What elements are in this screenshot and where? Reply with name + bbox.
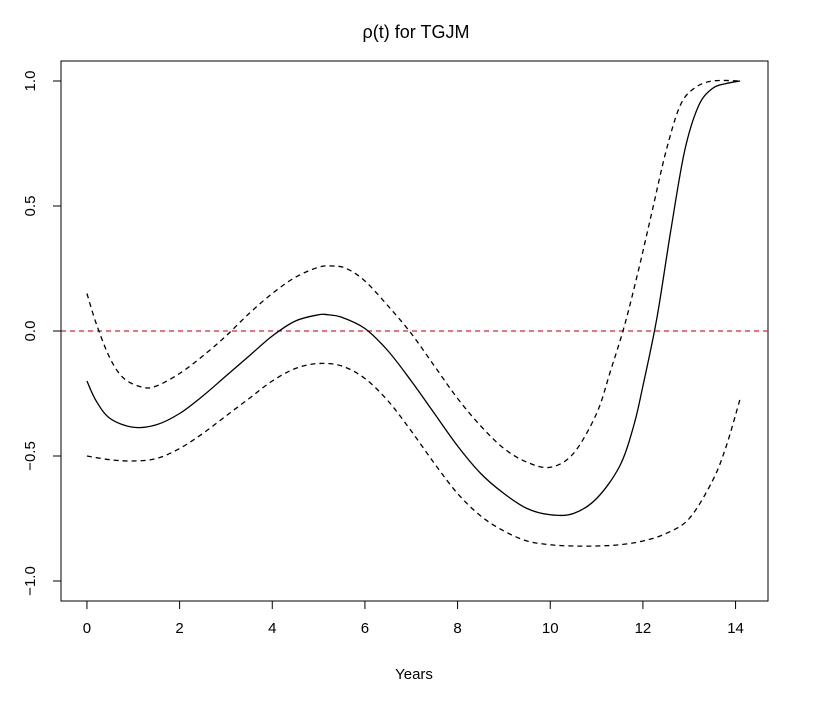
series-line-upper-band: [86, 79, 741, 469]
y-tick-label: 1.0: [22, 71, 39, 92]
y-axis: −1.0 −0.5 0.0 0.5 1.0: [22, 71, 62, 596]
x-tick-label: 14: [727, 620, 744, 637]
x-tick-label: 8: [453, 620, 461, 637]
x-axis-label: Years: [395, 666, 433, 683]
x-tick-label: 10: [542, 620, 559, 637]
x-tick-label: 2: [175, 620, 183, 637]
y-tick-label: 0.5: [22, 196, 39, 217]
series-layer: [86, 79, 741, 547]
series-line-estimate: [86, 80, 741, 517]
chart-title: ρ(t) for TGJM: [363, 22, 470, 42]
y-tick-label: 0.0: [22, 321, 39, 342]
x-axis: 0 2 4 6 8 10 12 14: [83, 600, 744, 637]
x-tick-label: 6: [361, 620, 369, 637]
y-tick-label: −1.0: [22, 566, 39, 596]
x-tick-label: 4: [268, 620, 276, 637]
series-line-lower-band: [86, 362, 741, 547]
y-tick-label: −0.5: [22, 441, 39, 471]
x-tick-label: 0: [83, 620, 91, 637]
x-tick-label: 12: [635, 620, 652, 637]
